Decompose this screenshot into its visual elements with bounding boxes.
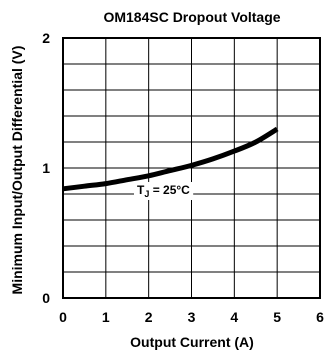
temperature-annotation: TJ = 25°C bbox=[134, 182, 194, 200]
annotation-subscript: J bbox=[144, 189, 149, 199]
x-tick-label: 3 bbox=[188, 309, 196, 325]
x-tick-label: 2 bbox=[145, 309, 153, 325]
chart-title: OM184SC Dropout Voltage bbox=[103, 9, 280, 25]
annotation-suffix: = 25°C bbox=[149, 183, 190, 197]
y-tick-labels: 0 1 2 bbox=[42, 30, 50, 306]
grid bbox=[63, 38, 320, 298]
plot-frame bbox=[62, 37, 321, 299]
x-tick-label: 1 bbox=[102, 309, 110, 325]
x-tick-label: 6 bbox=[316, 309, 324, 325]
series-line bbox=[62, 126, 279, 192]
annotation-background bbox=[134, 182, 194, 200]
x-tick-label: 4 bbox=[230, 309, 238, 325]
x-tick-label: 0 bbox=[59, 309, 67, 325]
y-tick-label: 2 bbox=[42, 30, 50, 46]
y-axis-label: Minimum Input/Output Differential (V) bbox=[9, 46, 25, 295]
annotation-label: TJ = 25°C bbox=[137, 183, 190, 199]
annotation-main: T bbox=[137, 183, 145, 197]
x-axis-label: Output Current (A) bbox=[130, 334, 254, 350]
y-tick-label: 0 bbox=[42, 290, 50, 306]
y-tick-label: 1 bbox=[42, 160, 50, 176]
x-tick-label: 5 bbox=[273, 309, 281, 325]
x-tick-labels: 0 1 2 3 4 5 6 bbox=[59, 309, 324, 325]
